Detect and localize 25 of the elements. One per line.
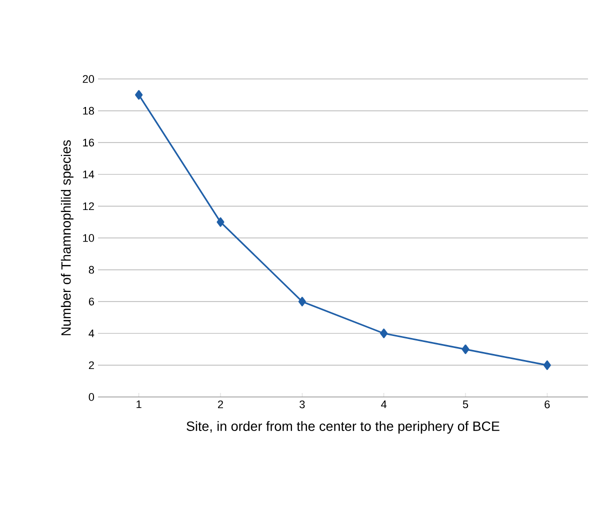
point bbox=[380, 328, 388, 338]
x-axis-title: Site, in order from the center to the periphery of BCE bbox=[186, 421, 500, 434]
y-tick-label: 0 bbox=[88, 393, 94, 401]
x-tick-label: 2 bbox=[218, 400, 224, 408]
point bbox=[216, 217, 224, 227]
point bbox=[135, 90, 143, 100]
y-tick-label: 16 bbox=[83, 138, 94, 146]
y-tick-label: 8 bbox=[88, 266, 94, 274]
y-tick-label: 12 bbox=[83, 202, 94, 210]
y-tick-label: 4 bbox=[88, 330, 94, 338]
x-tick-label: 4 bbox=[381, 400, 387, 408]
x-tick-label: 5 bbox=[462, 400, 468, 408]
x-tick-label: 3 bbox=[300, 400, 305, 408]
y-tick-label: 14 bbox=[83, 170, 94, 178]
point bbox=[543, 360, 551, 370]
point bbox=[298, 296, 306, 306]
y-tick-label: 18 bbox=[83, 106, 94, 115]
y-axis-title: Number of Thamnophilid species bbox=[60, 140, 74, 336]
y-tick-label: 6 bbox=[88, 298, 94, 306]
x-tick-label: 6 bbox=[544, 400, 550, 408]
point bbox=[462, 344, 470, 354]
x-tick-label: 1 bbox=[136, 400, 142, 408]
y-tick-label: 20 bbox=[82, 75, 94, 83]
y-tick-label: 10 bbox=[83, 234, 94, 242]
y-tick-label: 2 bbox=[88, 361, 94, 370]
